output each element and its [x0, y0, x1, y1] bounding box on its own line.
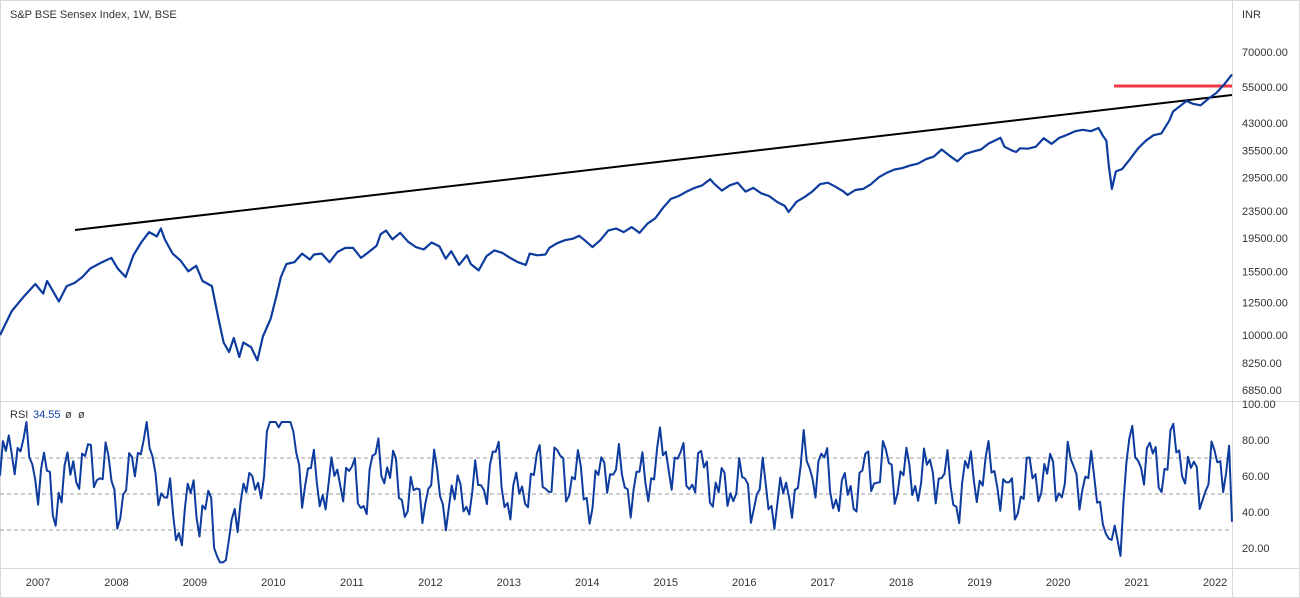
time-tick-label: 2015	[654, 577, 678, 589]
rsi-legend: RSI 34.55 ø ø	[10, 409, 85, 421]
rsi-tick-label: 20.00	[1242, 543, 1270, 555]
price-tick-label: 10000.00	[1242, 330, 1288, 342]
rsi-extra-1: ø	[65, 409, 72, 421]
rsi-tick-label: 100.00	[1242, 399, 1276, 411]
time-axis: 2007 2008 2009 2010 2011 2012 2013 2014 2015 2016…	[26, 577, 1228, 589]
time-tick-label: 2008	[104, 577, 128, 589]
rsi-tick-label: 80.00	[1242, 435, 1270, 447]
time-tick-label: 2007	[26, 577, 50, 589]
price-tick-label: 12500.00	[1242, 298, 1288, 310]
price-tick-label: 23500.00	[1242, 206, 1288, 218]
time-tick-label: 2010	[261, 577, 285, 589]
time-tick-label: 2011	[340, 577, 364, 589]
rsi-tick-label: 60.00	[1242, 471, 1270, 483]
time-tick-label: 2018	[889, 577, 913, 589]
price-line	[0, 73, 1233, 362]
price-tick-label: 15500.00	[1242, 266, 1288, 278]
price-tick-label: 19500.00	[1242, 233, 1288, 245]
price-tick-label: 43000.00	[1242, 118, 1288, 130]
time-tick-label: 2013	[497, 577, 521, 589]
price-tick-label: 70000.00	[1242, 47, 1288, 59]
price-tick-label: 8250.00	[1242, 358, 1282, 370]
time-tick-label: 2019	[967, 577, 991, 589]
rsi-value: 34.55	[33, 409, 61, 421]
price-tick-label: 29500.00	[1242, 173, 1288, 185]
price-tick-label: 35500.00	[1242, 146, 1288, 158]
rsi-reference-lines	[0, 457, 1232, 531]
rsi-line	[0, 421, 1233, 564]
chart-title: S&P BSE Sensex Index, 1W, BSE	[10, 9, 177, 21]
rsi-extra-2: ø	[78, 409, 85, 421]
time-tick-label: 2012	[418, 577, 442, 589]
price-tick-label: 6850.00	[1242, 385, 1282, 397]
price-tick-label: 55000.00	[1242, 82, 1288, 94]
time-tick-label: 2017	[810, 577, 834, 589]
time-tick-label: 2014	[575, 577, 599, 589]
time-tick-label: 2020	[1046, 577, 1070, 589]
time-tick-label: 2021	[1124, 577, 1148, 589]
currency-label: INR	[1242, 9, 1261, 21]
rsi-tick-label: 40.00	[1242, 507, 1270, 519]
rsi-y-axis: 100.00 80.00 60.00 40.00 20.00	[1242, 399, 1276, 555]
price-y-axis: 70000.00 55000.00 43000.00 35500.00 29500.00…	[1242, 47, 1288, 397]
time-tick-label: 2016	[732, 577, 756, 589]
time-tick-label: 2009	[183, 577, 207, 589]
time-tick-label: 2022	[1203, 577, 1227, 589]
rsi-label: RSI	[10, 409, 28, 421]
trendline	[74, 94, 1233, 231]
